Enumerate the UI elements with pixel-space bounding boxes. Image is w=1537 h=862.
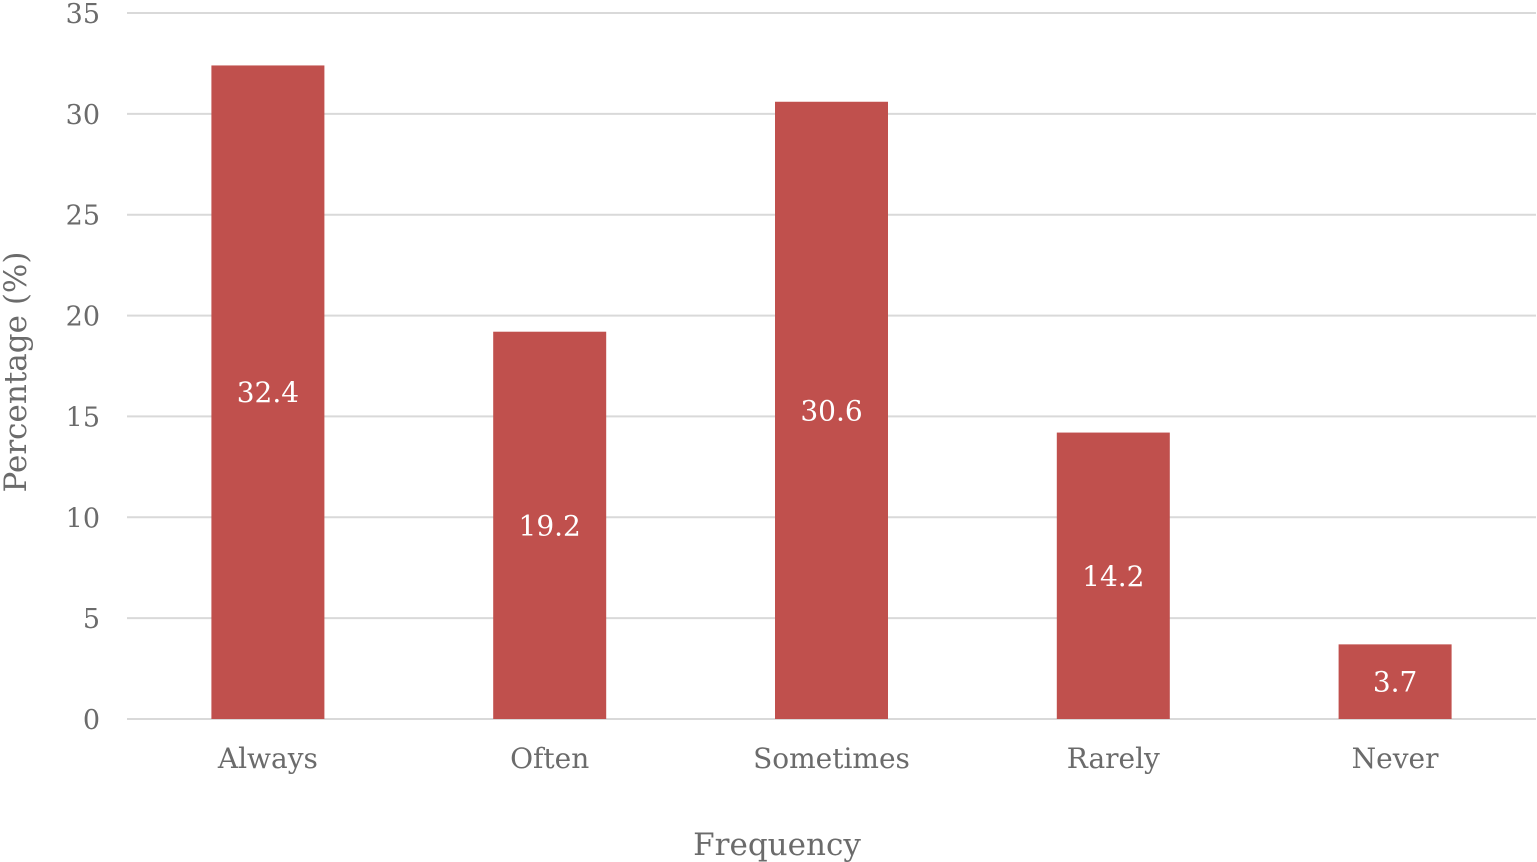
x-axis-title: Frequency (693, 827, 861, 862)
y-tick-label: 25 (66, 201, 100, 232)
data-label-never: 3.7 (1373, 666, 1418, 699)
bar-always (211, 65, 325, 719)
y-axis-title: Percentage (%) (0, 252, 34, 493)
y-tick-label: 15 (66, 402, 100, 433)
y-tick-label: 35 (66, 0, 100, 30)
data-label-always: 32.4 (237, 376, 299, 409)
bar-rarely (1056, 432, 1170, 719)
bar-sometimes (775, 101, 888, 720)
x-tick-label-often: Often (510, 742, 589, 775)
data-label-rarely: 14.2 (1082, 560, 1144, 593)
y-tick-label: 5 (83, 604, 100, 635)
x-tick-label-rarely: Rarely (1067, 742, 1160, 775)
x-tick-label-never: Never (1352, 742, 1439, 775)
x-tick-label-sometimes: Sometimes (753, 742, 910, 775)
data-labels: 32.4 19.2 30.6 14.2 3.7 (237, 376, 1418, 698)
y-axis-ticks: 0 5 10 15 20 25 30 35 (66, 0, 100, 736)
x-axis-ticks: Always Often Sometimes Rarely Never (217, 742, 1439, 775)
y-tick-label: 20 (66, 302, 100, 333)
y-tick-label: 0 (83, 705, 100, 736)
bars (211, 65, 1452, 720)
bar-often (493, 331, 607, 719)
y-tick-label: 30 (66, 100, 100, 131)
data-label-often: 19.2 (519, 509, 581, 542)
data-label-sometimes: 30.6 (800, 394, 862, 427)
x-tick-label-always: Always (217, 742, 318, 775)
bar-never (1338, 644, 1452, 719)
y-tick-label: 10 (66, 503, 100, 534)
